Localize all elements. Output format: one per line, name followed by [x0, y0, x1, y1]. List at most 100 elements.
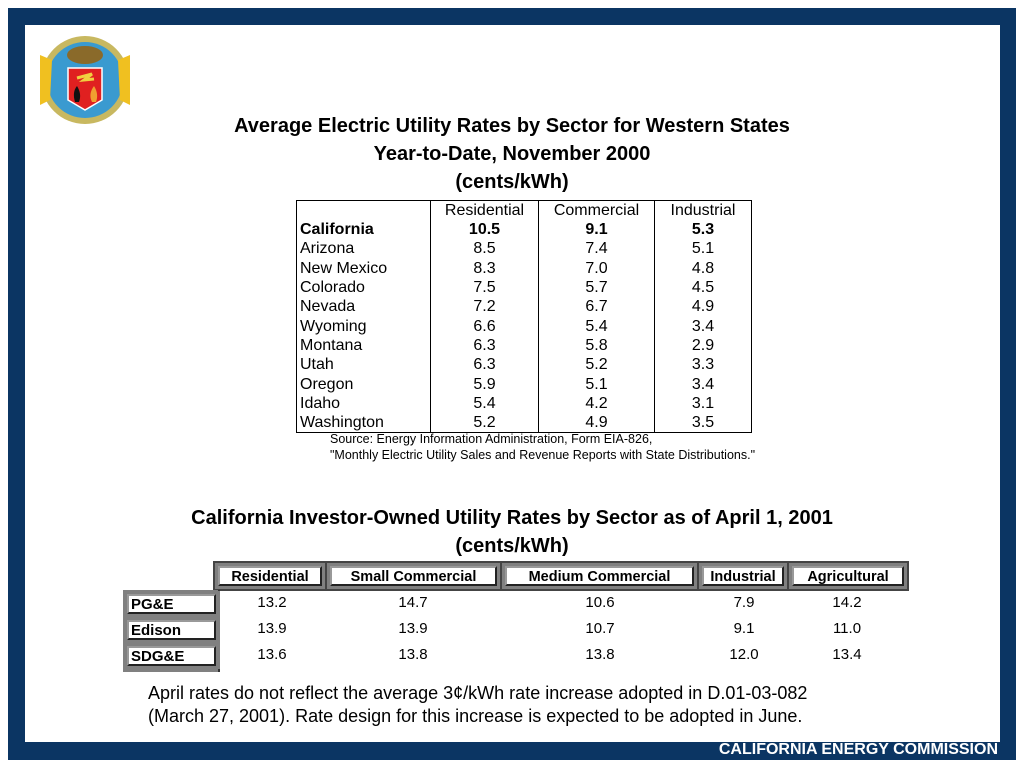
rate-cell: 5.4	[430, 393, 539, 413]
rate-cell: 8.3	[430, 258, 539, 278]
utility-name: Edison	[127, 620, 216, 640]
rate-cell: 6.7	[538, 297, 655, 317]
rate-cell: 13.6	[257, 646, 287, 663]
rate-cell: 7.4	[538, 239, 655, 259]
table1-title: Average Electric Utility Rates by Sector…	[0, 112, 1024, 196]
table-row: Utah 6.3 5.2 3.3	[297, 355, 752, 375]
rate-cell: 14.2	[832, 594, 862, 611]
rate-cell: 6.3	[430, 355, 539, 375]
source-note: "Monthly Electric Utility Sales and Reve…	[330, 448, 756, 462]
table-header-row: Residential Commercial Industrial	[297, 200, 752, 221]
table2-title-line: California Investor-Owned Utility Rates …	[191, 507, 833, 529]
rate-cell: 9.1	[538, 220, 655, 240]
header-cell: Medium Commercial	[500, 561, 699, 591]
rate-cell: 4.9	[654, 297, 752, 317]
header-cell: Small Commercial	[325, 561, 502, 591]
footnote-line: April rates do not reflect the average 3…	[148, 683, 808, 703]
rate-cell: 12.0	[729, 646, 759, 663]
header-cell: Residential	[430, 200, 539, 220]
utility-row-label: Edison	[123, 617, 220, 643]
header-label: Agricultural	[792, 566, 904, 586]
header-label: Medium Commercial	[505, 566, 694, 586]
source-note: Source: Energy Information Administratio…	[330, 432, 653, 446]
utility-name: SDG&E	[127, 646, 216, 666]
rate-cell: 5.1	[654, 239, 752, 259]
rate-cell: 11.0	[832, 620, 862, 637]
rate-cell: 4.5	[654, 277, 752, 298]
table-row: Idaho 5.4 4.2 3.1	[297, 393, 752, 413]
state-name: Colorado	[300, 279, 365, 297]
table-row: California 10.5 9.1 5.3	[297, 220, 752, 240]
state-name: Washington	[300, 413, 384, 431]
state-name: Oregon	[300, 375, 354, 393]
table-row: Oregon 5.9 5.1 3.4	[297, 374, 752, 394]
state-name: Nevada	[300, 298, 356, 316]
rate-cell: 14.7	[398, 594, 428, 611]
table-row: Nevada 7.2 6.7 4.9	[297, 297, 752, 317]
state-name: Wyoming	[300, 317, 367, 335]
state-name: Arizona	[300, 240, 355, 258]
rate-cell: 5.8	[538, 335, 655, 356]
rate-cell: 3.3	[654, 355, 752, 375]
rate-cell: 4.9	[538, 412, 655, 433]
rate-cell: 3.5	[654, 412, 752, 433]
header-cell: Commercial	[538, 200, 655, 220]
rate-cell: 13.4	[832, 646, 862, 663]
rate-cell: 10.5	[430, 220, 539, 240]
rate-cell: 10.7	[585, 620, 615, 637]
rate-cell: 5.4	[538, 316, 655, 336]
table1-title-line: Average Electric Utility Rates by Sector…	[234, 115, 790, 137]
rate-cell: 5.2	[430, 412, 539, 433]
rate-cell: 9.1	[733, 620, 755, 637]
header-cell: Industrial	[654, 200, 752, 220]
state-name: Idaho	[300, 394, 341, 412]
header-cell: Industrial	[697, 561, 789, 591]
rate-cell: 13.9	[257, 620, 287, 637]
rate-cell: 5.9	[430, 374, 539, 394]
state-name: Utah	[300, 356, 334, 374]
rate-cell: 3.1	[654, 393, 752, 413]
footer-title: CALIFORNIA ENERGY COMMISSION	[718, 741, 998, 758]
utility-row-label: SDG&E	[123, 643, 220, 669]
table-row: Montana 6.3 5.8 2.9	[297, 335, 752, 356]
table-row: Arizona 8.5 7.4 5.1	[297, 239, 752, 259]
state-name: California	[300, 221, 374, 239]
table1-units: (cents/kWh)	[455, 171, 569, 193]
rate-cell: 3.4	[654, 316, 752, 336]
rate-cell: 5.7	[538, 277, 655, 298]
rate-cell: 13.8	[398, 646, 428, 663]
header-label: Industrial	[702, 566, 784, 586]
rate-cell: 4.8	[654, 258, 752, 278]
rate-cell: 13.8	[585, 646, 615, 663]
table-row: Washington 5.2 4.9 3.5	[297, 412, 752, 433]
rate-cell: 6.6	[430, 316, 539, 336]
header-cell: Agricultural	[787, 561, 909, 591]
rate-cell: 7.0	[538, 258, 655, 278]
table1-subtitle: Year-to-Date, November 2000	[373, 143, 651, 165]
rate-cell: 2.9	[654, 335, 752, 356]
rate-cell: 8.5	[430, 239, 539, 259]
rate-cell: 10.6	[585, 594, 615, 611]
rate-cell: 5.3	[654, 220, 752, 240]
header-label: Residential	[218, 566, 322, 586]
table-row: Wyoming 6.6 5.4 3.4	[297, 316, 752, 336]
utility-name: PG&E	[127, 594, 216, 614]
rate-cell: 4.2	[538, 393, 655, 413]
rate-cell: 7.2	[430, 297, 539, 317]
western-states-rates-table: Residential Commercial Industrial Califo…	[296, 200, 752, 433]
rate-cell: 7.9	[733, 594, 755, 611]
footnote-line: (March 27, 2001). Rate design for this i…	[148, 706, 803, 726]
state-name: New Mexico	[300, 259, 388, 277]
header-cell: Residential	[213, 561, 327, 591]
header-cell	[297, 201, 431, 221]
table2-title: California Investor-Owned Utility Rates …	[0, 504, 1024, 560]
state-name: Montana	[300, 336, 363, 354]
energy-commission-seal-logo	[40, 36, 130, 124]
utility-row-label: PG&E	[123, 591, 220, 617]
rate-cell: 3.4	[654, 374, 752, 394]
rate-cell: 7.5	[430, 277, 539, 298]
rate-cell: 6.3	[430, 335, 539, 356]
footnote: April rates do not reflect the average 3…	[148, 682, 807, 728]
table-row: New Mexico 8.3 7.0 4.8	[297, 258, 752, 278]
header-label: Small Commercial	[330, 566, 497, 586]
